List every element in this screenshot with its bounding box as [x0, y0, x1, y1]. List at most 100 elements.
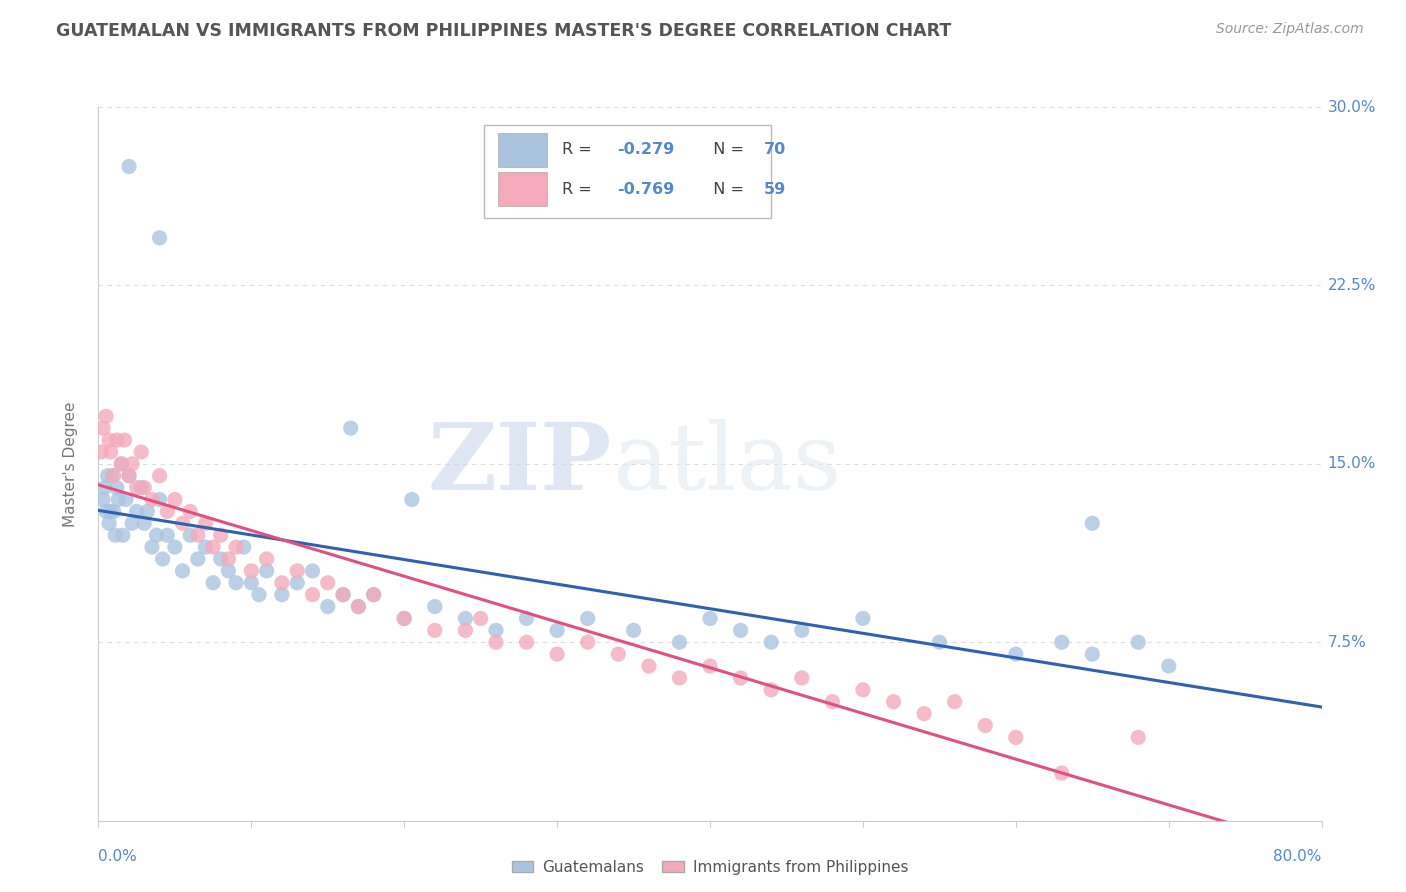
- Text: ZIP: ZIP: [427, 419, 612, 508]
- Point: [129, 481, 152, 495]
- Point: [974, 718, 997, 732]
- Point: [1081, 516, 1104, 531]
- Point: [270, 575, 294, 590]
- Point: [821, 695, 844, 709]
- Point: [576, 635, 599, 649]
- Point: [943, 695, 966, 709]
- Point: [90, 445, 112, 459]
- Point: [209, 552, 232, 566]
- Point: [546, 647, 568, 661]
- Point: [163, 492, 186, 507]
- Text: 15.0%: 15.0%: [1327, 457, 1376, 471]
- Point: [1128, 635, 1150, 649]
- Point: [912, 706, 935, 721]
- Point: [129, 445, 152, 459]
- Point: [699, 659, 721, 673]
- Point: [202, 575, 225, 590]
- Point: [485, 635, 508, 649]
- Point: [730, 671, 752, 685]
- Point: [172, 516, 194, 531]
- Point: [852, 682, 875, 697]
- Point: [699, 611, 721, 625]
- Point: [121, 457, 143, 471]
- Point: [105, 433, 128, 447]
- Text: 22.5%: 22.5%: [1327, 278, 1376, 293]
- Point: [105, 481, 128, 495]
- Point: [423, 599, 446, 614]
- Point: [485, 624, 508, 638]
- Text: 7.5%: 7.5%: [1327, 635, 1367, 649]
- Point: [232, 540, 254, 554]
- Point: [187, 552, 209, 566]
- Point: [790, 671, 813, 685]
- Point: [247, 588, 270, 602]
- Text: -0.279: -0.279: [617, 143, 675, 157]
- Point: [98, 433, 121, 447]
- Point: [883, 695, 905, 709]
- Point: [94, 409, 117, 424]
- Point: [240, 564, 263, 578]
- Point: [423, 624, 446, 638]
- Point: [103, 504, 125, 518]
- Point: [156, 504, 179, 518]
- Point: [225, 575, 247, 590]
- Point: [187, 528, 209, 542]
- Point: [149, 231, 172, 245]
- Point: [172, 564, 194, 578]
- Point: [93, 481, 115, 495]
- Point: [761, 635, 783, 649]
- Point: [202, 540, 225, 554]
- Point: [668, 635, 690, 649]
- Point: [392, 611, 416, 625]
- Point: [91, 492, 114, 507]
- Point: [1128, 731, 1150, 745]
- Point: [100, 504, 122, 518]
- Point: [301, 588, 323, 602]
- Point: [103, 468, 125, 483]
- Point: [454, 624, 477, 638]
- Point: [134, 516, 156, 531]
- FancyBboxPatch shape: [484, 125, 772, 218]
- Point: [152, 552, 174, 566]
- Point: [112, 433, 135, 447]
- Text: 80.0%: 80.0%: [1274, 849, 1322, 864]
- Point: [104, 528, 127, 542]
- Point: [101, 468, 124, 483]
- Point: [270, 588, 294, 602]
- Point: [454, 611, 477, 625]
- Point: [332, 588, 354, 602]
- Point: [363, 588, 385, 602]
- Point: [790, 624, 813, 638]
- Point: [136, 504, 159, 518]
- Point: [240, 575, 263, 590]
- Point: [576, 611, 599, 625]
- Point: [1050, 635, 1073, 649]
- Text: 59: 59: [763, 182, 786, 196]
- Point: [125, 481, 148, 495]
- Point: [149, 468, 172, 483]
- Point: [121, 516, 143, 531]
- Point: [332, 588, 354, 602]
- Point: [163, 540, 186, 554]
- Point: [149, 492, 172, 507]
- Point: [156, 528, 179, 542]
- Point: [401, 492, 423, 507]
- Point: [194, 516, 217, 531]
- Point: [1081, 647, 1104, 661]
- Point: [1004, 647, 1026, 661]
- Point: [179, 528, 201, 542]
- Point: [217, 564, 239, 578]
- Point: [141, 492, 163, 507]
- Point: [392, 611, 416, 625]
- Point: [607, 647, 630, 661]
- Point: [761, 682, 783, 697]
- Point: [470, 611, 492, 625]
- Text: 30.0%: 30.0%: [1327, 100, 1376, 114]
- Point: [928, 635, 950, 649]
- Point: [256, 552, 278, 566]
- Point: [118, 468, 141, 483]
- Point: [91, 421, 114, 435]
- Point: [111, 528, 134, 542]
- Point: [623, 624, 645, 638]
- Point: [637, 659, 661, 673]
